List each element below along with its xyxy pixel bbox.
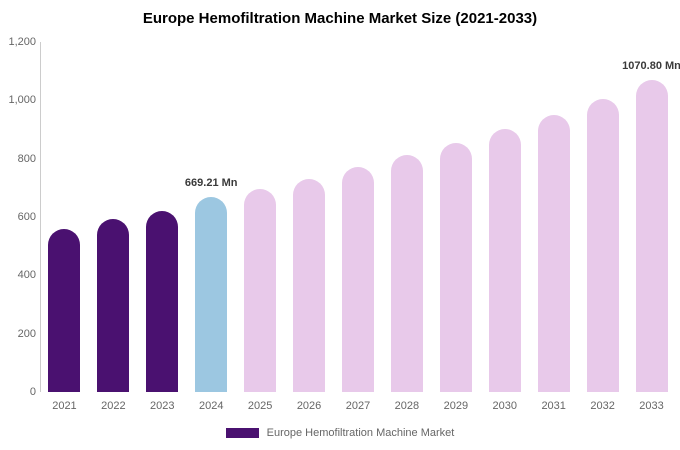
- y-axis-line: [40, 42, 41, 392]
- x-label-2024: 2024: [198, 400, 224, 412]
- x-label-2032: 2032: [590, 400, 615, 412]
- bar-2029[interactable]: [439, 142, 472, 392]
- bar-2022[interactable]: [97, 219, 130, 392]
- x-label-2033: 2033: [639, 400, 664, 412]
- chart-title: Europe Hemofiltration Machine Market Siz…: [142, 10, 538, 27]
- bar-2027[interactable]: [342, 167, 374, 392]
- x-label-2028: 2028: [394, 400, 420, 412]
- y-tick-1000: 1,000: [8, 94, 36, 107]
- y-tick-600: 600: [17, 211, 36, 223]
- x-label-2025: 2025: [247, 400, 273, 412]
- x-label-2027: 2027: [345, 400, 371, 412]
- bar-2030[interactable]: [488, 128, 521, 392]
- bar-2026[interactable]: [293, 178, 326, 392]
- bar-2033[interactable]: [635, 79, 668, 392]
- bar-2023[interactable]: [146, 210, 179, 392]
- legend[interactable]: Europe Hemofiltration Machine Market: [0, 427, 680, 439]
- bar-2032[interactable]: [586, 99, 619, 392]
- y-tick-1200: 1,200: [8, 36, 36, 48]
- bar-2031[interactable]: [537, 114, 570, 392]
- value-label-2033: 1070.80 Mn: [622, 59, 680, 72]
- y-tick-200: 200: [17, 327, 36, 340]
- bar-2025[interactable]: [244, 189, 277, 392]
- x-label-2030: 2030: [492, 400, 517, 412]
- bar-2021[interactable]: [48, 228, 81, 392]
- x-label-2022: 2022: [101, 400, 126, 412]
- x-label-2021: 2021: [52, 400, 77, 412]
- legend-swatch: [225, 428, 259, 438]
- legend-label: Europe Hemofiltration Machine Market: [266, 427, 455, 439]
- y-tick-800: 800: [17, 152, 36, 165]
- x-label-2023: 2023: [150, 400, 175, 412]
- bar-2028[interactable]: [390, 155, 423, 392]
- value-label-2024: 669.21 Mn: [184, 176, 238, 189]
- y-tick-0: 0: [29, 386, 36, 398]
- bar-2024[interactable]: [195, 196, 228, 392]
- x-label-2031: 2031: [541, 400, 566, 412]
- y-tick-400: 400: [17, 269, 36, 282]
- x-label-2029: 2029: [443, 400, 469, 412]
- x-label-2026: 2026: [296, 400, 322, 412]
